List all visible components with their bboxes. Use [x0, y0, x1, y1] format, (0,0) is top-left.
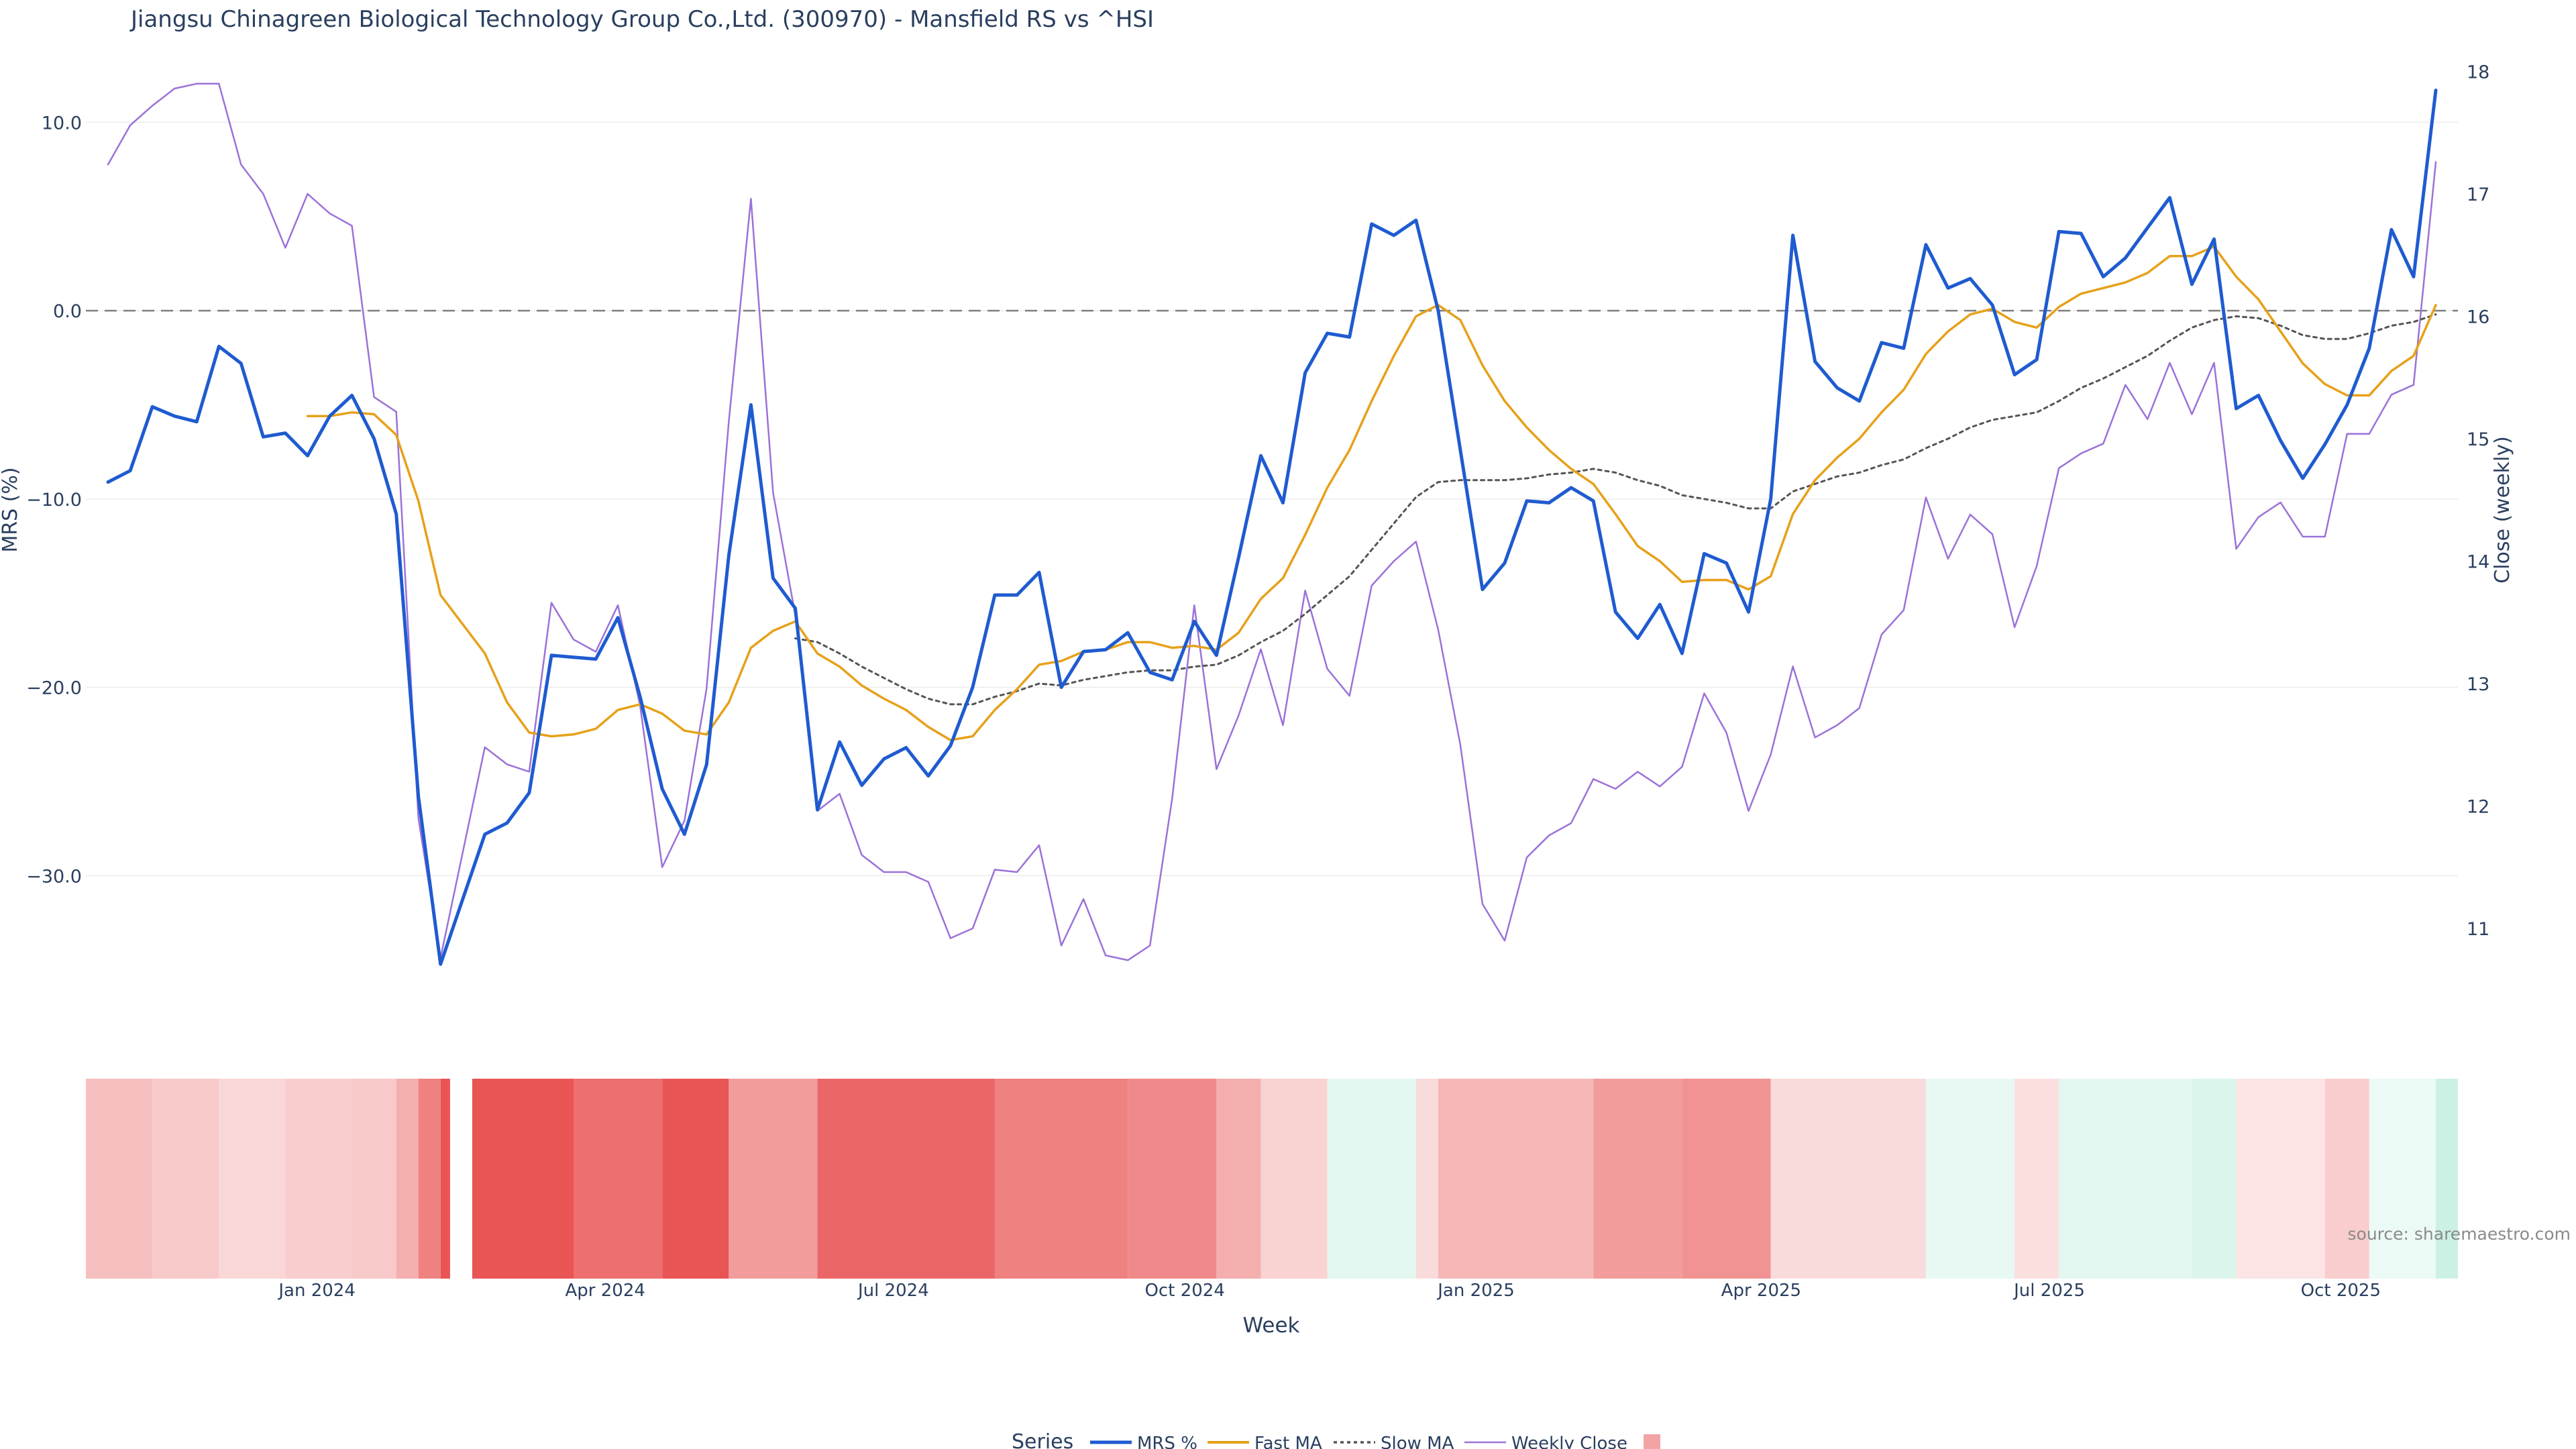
- y-right-tick-label: 11: [2467, 919, 2489, 940]
- chart-title: Jiangsu Chinagreen Biological Technology…: [129, 6, 1154, 33]
- left-axis-ticks: 10.0 0.0 −10.0 −20.0 −30.0: [26, 113, 82, 887]
- regime-strip-segment: [2059, 1079, 2192, 1279]
- legend-item-mrs[interactable]: MRS %: [1090, 1434, 1197, 1449]
- regime-strip-segment: [2236, 1079, 2325, 1279]
- legend-item-slow-ma[interactable]: Slow MA: [1334, 1434, 1454, 1449]
- regime-strip-segment: [86, 1079, 153, 1279]
- regime-strip-segment: [2324, 1079, 2369, 1279]
- regime-strip-segment: [1438, 1079, 1594, 1279]
- gridlines: [86, 121, 2458, 877]
- y-right-tick-label: 15: [2467, 429, 2489, 450]
- regime-strip-segment: [1682, 1079, 1771, 1279]
- y-axis-right-label: Close (weekly): [2491, 436, 2514, 584]
- regime-strip-segment: [1216, 1079, 1261, 1279]
- source-note: source: sharemaestro.com: [2348, 1224, 2571, 1244]
- y-right-tick-label: 18: [2467, 62, 2489, 83]
- y-right-tick-label: 17: [2467, 184, 2489, 205]
- series-weekly-close-line: [107, 83, 2437, 961]
- regime-strip-segment: [2369, 1079, 2436, 1279]
- regime-strip-segment: [152, 1079, 219, 1279]
- regime-strip-segment: [472, 1079, 574, 1279]
- x-axis-ticks: Jan 2024 Apr 2024 Jul 2024 Oct 2024 Jan 2025…: [277, 1281, 2381, 1301]
- legend-item-regime[interactable]: [1644, 1434, 1660, 1449]
- series-mrs-line: [106, 89, 2438, 966]
- y-right-tick-label: 16: [2467, 307, 2489, 328]
- y-right-tick-label: 13: [2467, 674, 2489, 695]
- legend: Series MRS % Fast MA Slow MA Weekly Clos…: [1012, 1430, 1660, 1449]
- y-left-tick-label: 10.0: [42, 113, 82, 133]
- x-tick-label: Apr 2024: [566, 1281, 645, 1301]
- y-right-tick-label: 14: [2467, 552, 2489, 573]
- legend-label-mrs: MRS %: [1137, 1434, 1197, 1449]
- regime-strip-segment: [418, 1079, 441, 1279]
- regime-strip-segment: [574, 1079, 663, 1279]
- y-right-tick-label: 12: [2467, 797, 2489, 818]
- y-left-tick-label: 0.0: [53, 301, 82, 322]
- regime-strip-segment: [662, 1079, 729, 1279]
- regime-strip-segment: [396, 1079, 419, 1279]
- y-left-tick-label: −30.0: [26, 866, 82, 887]
- series-fast-ma-line: [306, 245, 2437, 741]
- regime-strip-segment: [2015, 1079, 2059, 1279]
- regime-strip-segment: [2435, 1079, 2458, 1279]
- legend-item-fast-ma[interactable]: Fast MA: [1208, 1434, 1322, 1449]
- series-slow-ma-line: [794, 313, 2437, 706]
- regime-strip-segment: [2192, 1079, 2237, 1279]
- series-layer: [106, 83, 2438, 966]
- regime-strip-segment: [1128, 1079, 1217, 1279]
- regime-strip-segment: [994, 1079, 1128, 1279]
- regime-strip-segment: [1327, 1079, 1416, 1279]
- y-axis-left-label: MRS (%): [0, 467, 22, 552]
- regime-strip-segment: [1260, 1079, 1328, 1279]
- legend-title: Series: [1012, 1430, 1073, 1449]
- x-tick-label: Jul 2024: [857, 1281, 929, 1301]
- regime-strip-segment: [729, 1079, 818, 1279]
- legend-label-weekly-close: Weekly Close: [1511, 1434, 1627, 1449]
- legend-swatch-regime: [1644, 1434, 1660, 1449]
- x-tick-label: Jan 2024: [277, 1281, 356, 1301]
- legend-label-slow-ma: Slow MA: [1381, 1434, 1454, 1449]
- x-tick-label: Jul 2025: [2012, 1281, 2085, 1301]
- x-tick-label: Oct 2024: [1144, 1281, 1224, 1301]
- regime-strip-segment: [817, 1079, 995, 1279]
- y-left-tick-label: −20.0: [26, 678, 82, 699]
- y-left-tick-label: −10.0: [26, 490, 82, 511]
- regime-strip-segment: [219, 1079, 286, 1279]
- regime-strip-segment: [285, 1079, 352, 1279]
- x-axis-label: Week: [1243, 1313, 1300, 1338]
- legend-label-fast-ma: Fast MA: [1254, 1434, 1322, 1449]
- regime-strip: [86, 1079, 2458, 1279]
- legend-item-weekly-close[interactable]: Weekly Close: [1464, 1434, 1627, 1449]
- regime-strip-segment: [1925, 1079, 2015, 1279]
- regime-strip-segment: [1415, 1079, 1438, 1279]
- regime-strip-segment: [440, 1079, 450, 1279]
- x-tick-label: Apr 2025: [1721, 1281, 1801, 1301]
- regime-strip-segment: [1593, 1079, 1682, 1279]
- right-axis-ticks: 11 12 13 14 15 16 17 18: [2467, 62, 2489, 941]
- x-tick-label: Jan 2025: [1436, 1281, 1515, 1301]
- regime-strip-segment: [1770, 1079, 1926, 1279]
- regime-strip-segment: [352, 1079, 396, 1279]
- x-tick-label: Oct 2025: [2301, 1281, 2381, 1301]
